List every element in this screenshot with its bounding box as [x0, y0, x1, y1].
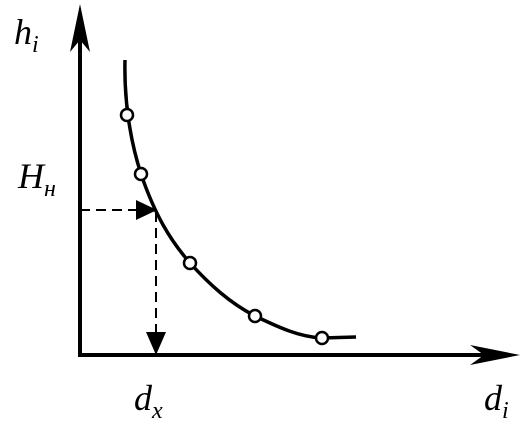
level-arrow — [136, 200, 157, 220]
level-label: Hн — [17, 156, 56, 202]
label-main: d — [134, 378, 153, 418]
label-sub: i — [32, 32, 39, 58]
y-axis-label: hi — [14, 12, 39, 58]
point — [247, 308, 263, 324]
point — [119, 107, 135, 123]
label-sub: н — [44, 176, 56, 202]
curve — [123, 59, 357, 340]
x-axis-arrow — [470, 345, 520, 365]
label-main: h — [14, 12, 32, 52]
point — [314, 330, 330, 346]
label-sub: x — [151, 398, 163, 424]
y-axis-arrow — [70, 4, 90, 52]
point — [182, 255, 198, 271]
x-axis-label: di — [484, 378, 509, 424]
label-main: d — [484, 378, 503, 418]
result-label: dx — [134, 378, 163, 424]
points — [119, 107, 330, 346]
label-main: H — [17, 156, 46, 196]
result-arrow — [146, 332, 166, 355]
point — [133, 166, 149, 182]
label-sub: i — [502, 398, 509, 424]
